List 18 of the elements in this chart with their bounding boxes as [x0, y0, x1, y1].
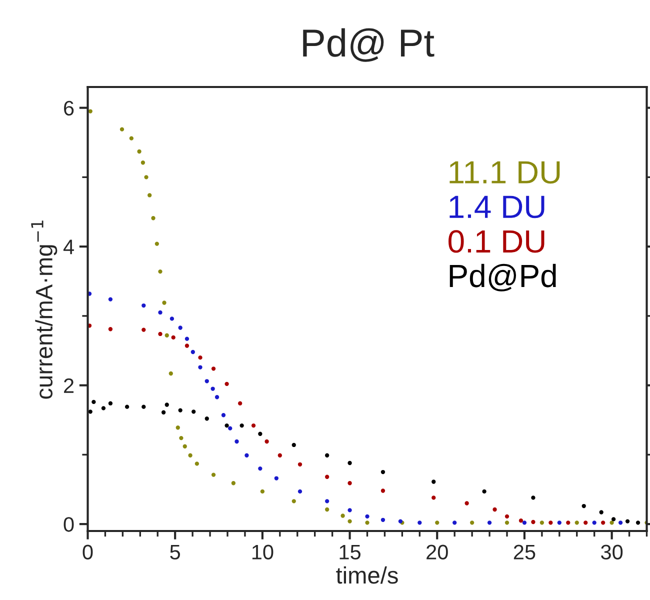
x-axis-title: time/s [336, 566, 398, 584]
text: 0.1 DU [448, 230, 544, 253]
x-tick-label: 10 [252, 544, 274, 560]
x-tick-label: 0 [82, 544, 93, 560]
chart-title: Pd@ Pt [303, 28, 434, 62]
y-tick-label: 6 [64, 100, 74, 116]
x-tick-label: 25 [514, 544, 536, 560]
text: 11.1 DU [450, 161, 560, 184]
text: 1.4 DU [450, 196, 544, 218]
x-tick-label: 15 [340, 544, 360, 560]
x-tick-label: 30 [601, 544, 623, 560]
text: Pd@Pd [450, 264, 556, 292]
y-tick-label: 4 [63, 240, 74, 254]
y-tick-label: 0 [64, 517, 74, 532]
y-tick-label: 2 [64, 378, 74, 393]
x-tick-label: 20 [426, 544, 448, 560]
x-tick-label: 5 [170, 544, 180, 560]
y-axis-title: current/mA·mg$^{−1}$ [31, 220, 58, 399]
